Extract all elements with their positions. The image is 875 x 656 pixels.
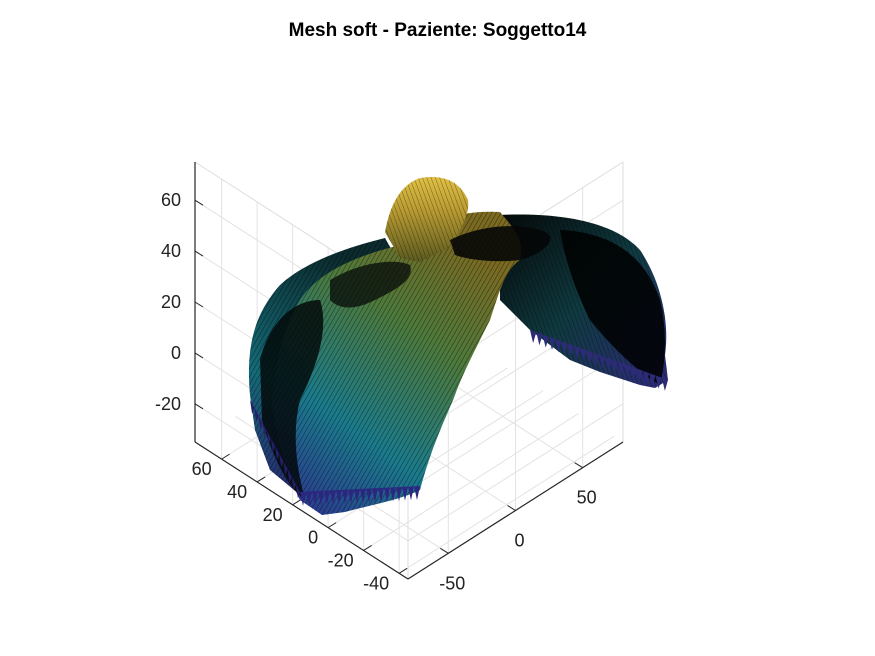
dark-fold-right: [560, 230, 665, 385]
z-tick-mark: [194, 352, 204, 359]
z-tick-label: 20: [161, 292, 181, 312]
y-tick-mark: [363, 545, 372, 551]
x-tick-label: -50: [439, 573, 465, 593]
y-tick-label: 20: [263, 505, 283, 525]
tick-labels: -20 0 20 40 60 -40 -20 0 20 40 60 -50 0 50: [155, 190, 597, 593]
chart-title: Mesh soft - Paziente: Soggetto14: [288, 20, 587, 41]
dark-fold-center: [330, 261, 411, 308]
x-tick-mark: [507, 505, 516, 511]
mesh-fringe-edge: [250, 400, 300, 499]
y-tick-label: 60: [192, 459, 212, 479]
mesh-surface: [248, 176, 668, 515]
y-tick-label: 0: [308, 528, 318, 548]
x-tick-mark: [574, 462, 583, 469]
y-tick-label: -20: [328, 550, 354, 570]
z-tick-label: 40: [161, 241, 181, 261]
dark-fold-upper: [450, 226, 551, 262]
z-tick-label: -20: [155, 394, 181, 414]
y-tick-label: -40: [363, 573, 389, 593]
x-tick-mark: [440, 547, 449, 554]
z-tick-label: 0: [171, 343, 181, 363]
z-tick-mark: [194, 250, 204, 257]
mesh-fringe: [250, 330, 668, 506]
z-tick-label: 60: [161, 190, 181, 210]
y-tick-mark: [221, 453, 230, 460]
y-tick-label: 40: [227, 482, 247, 502]
nose-mesh: [385, 176, 469, 262]
grid-line-y: [363, 413, 579, 551]
z-tick-mark: [194, 199, 204, 206]
y-tick-mark: [292, 499, 301, 506]
axes-box: [194, 162, 624, 580]
z-tick-mark: [194, 301, 204, 308]
y-tick-mark: [256, 476, 266, 483]
y-axis-line: [194, 441, 409, 580]
x-tick-label: 0: [514, 531, 524, 551]
mesh-fringe-edge: [530, 330, 668, 391]
z-tick-mark: [194, 403, 204, 410]
x-tick-label: 50: [577, 488, 597, 508]
grid-line-y: [398, 435, 615, 574]
y-tick-mark: [327, 522, 337, 529]
y-tick-mark: [398, 567, 408, 574]
